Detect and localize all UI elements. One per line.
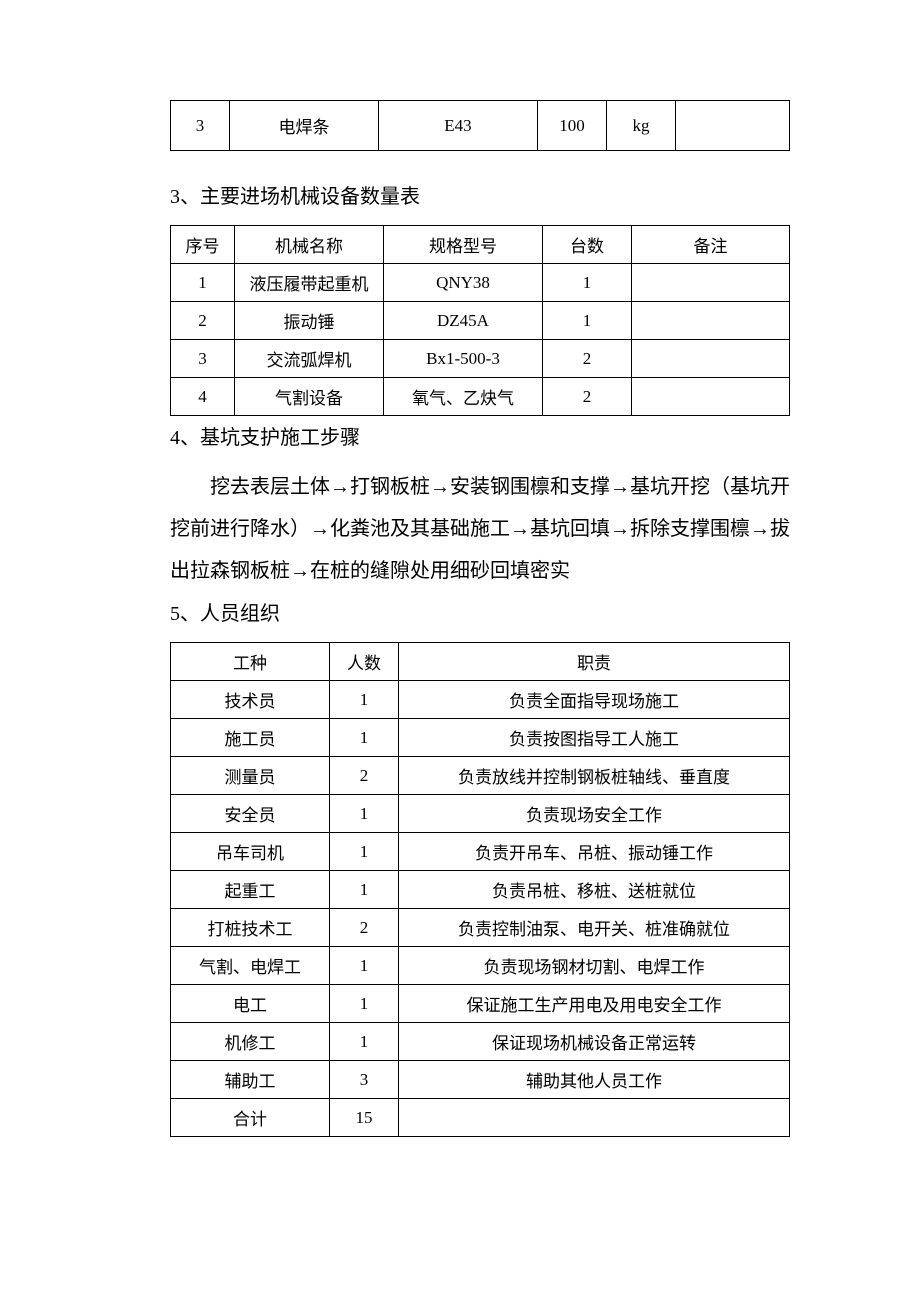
cell: 施工员 — [171, 719, 330, 757]
table-row: 辅助工3辅助其他人员工作 — [171, 1061, 790, 1099]
cell: 2 — [543, 378, 632, 416]
cell-unit: kg — [607, 101, 676, 151]
cell: 2 — [330, 909, 399, 947]
header-spec: 规格型号 — [384, 226, 543, 264]
cell: DZ45A — [384, 302, 543, 340]
cell: 辅助其他人员工作 — [399, 1061, 790, 1099]
table-row: 3 电焊条 E43 100 kg — [171, 101, 790, 151]
cell: 交流弧焊机 — [235, 340, 384, 378]
table-row: 4 气割设备 氧气、乙炔气 2 — [171, 378, 790, 416]
cell: 3 — [330, 1061, 399, 1099]
cell — [632, 302, 790, 340]
steps-body-text: 挖去表层土体→打钢板桩→安装钢围檩和支撑→基坑开挖（基坑开挖前进行降水）→化粪池… — [170, 466, 790, 592]
cell — [632, 264, 790, 302]
equipment-table: 序号 机械名称 规格型号 台数 备注 1 液压履带起重机 QNY38 1 2 振… — [170, 225, 790, 416]
cell: 振动锤 — [235, 302, 384, 340]
cell: 负责现场钢材切割、电焊工作 — [399, 947, 790, 985]
header-num: 序号 — [171, 226, 235, 264]
header-name: 机械名称 — [235, 226, 384, 264]
table-row: 电工1保证施工生产用电及用电安全工作 — [171, 985, 790, 1023]
table-row: 吊车司机1负责开吊车、吊桩、振动锤工作 — [171, 833, 790, 871]
cell — [632, 378, 790, 416]
table-row: 1 液压履带起重机 QNY38 1 — [171, 264, 790, 302]
personnel-table: 工种 人数 职责 技术员1负责全面指导现场施工 施工员1负责按图指导工人施工 测… — [170, 642, 790, 1137]
cell: 技术员 — [171, 681, 330, 719]
cell: 1 — [330, 1023, 399, 1061]
document-page: 3 电焊条 E43 100 kg 3、主要进场机械设备数量表 序号 机械名称 规… — [0, 0, 920, 1302]
table-row: 安全员1负责现场安全工作 — [171, 795, 790, 833]
cell: 1 — [330, 795, 399, 833]
cell: 2 — [543, 340, 632, 378]
cell-spec: E43 — [379, 101, 538, 151]
materials-table-fragment: 3 电焊条 E43 100 kg — [170, 100, 790, 151]
cell: 机修工 — [171, 1023, 330, 1061]
cell: 起重工 — [171, 871, 330, 909]
cell: 氧气、乙炔气 — [384, 378, 543, 416]
cell: 1 — [330, 681, 399, 719]
section-heading-equipment: 3、主要进场机械设备数量表 — [170, 179, 790, 215]
table-row: 起重工1负责吊桩、移桩、送桩就位 — [171, 871, 790, 909]
cell: 1 — [330, 833, 399, 871]
cell: 15 — [330, 1099, 399, 1137]
cell: 3 — [171, 340, 235, 378]
cell: 1 — [330, 871, 399, 909]
cell: 气割设备 — [235, 378, 384, 416]
cell — [632, 340, 790, 378]
table-header-row: 工种 人数 职责 — [171, 643, 790, 681]
cell: 1 — [543, 264, 632, 302]
header-role: 工种 — [171, 643, 330, 681]
header-note: 备注 — [632, 226, 790, 264]
cell: 负责全面指导现场施工 — [399, 681, 790, 719]
cell: 液压履带起重机 — [235, 264, 384, 302]
cell: 负责开吊车、吊桩、振动锤工作 — [399, 833, 790, 871]
cell: 保证施工生产用电及用电安全工作 — [399, 985, 790, 1023]
table-header-row: 序号 机械名称 规格型号 台数 备注 — [171, 226, 790, 264]
cell: 1 — [330, 985, 399, 1023]
header-qty: 台数 — [543, 226, 632, 264]
cell: 测量员 — [171, 757, 330, 795]
table-row: 测量员2负责放线并控制钢板桩轴线、垂直度 — [171, 757, 790, 795]
table-row: 打桩技术工2负责控制油泵、电开关、桩准确就位 — [171, 909, 790, 947]
cell: 打桩技术工 — [171, 909, 330, 947]
cell: Bx1-500-3 — [384, 340, 543, 378]
cell: 1 — [330, 719, 399, 757]
cell: 负责放线并控制钢板桩轴线、垂直度 — [399, 757, 790, 795]
table-row: 施工员1负责按图指导工人施工 — [171, 719, 790, 757]
cell: 负责控制油泵、电开关、桩准确就位 — [399, 909, 790, 947]
table-row: 机修工1保证现场机械设备正常运转 — [171, 1023, 790, 1061]
table-row: 3 交流弧焊机 Bx1-500-3 2 — [171, 340, 790, 378]
cell: 电工 — [171, 985, 330, 1023]
cell: 负责现场安全工作 — [399, 795, 790, 833]
cell-num: 3 — [171, 101, 230, 151]
header-duty: 职责 — [399, 643, 790, 681]
cell: 2 — [171, 302, 235, 340]
cell-note — [676, 101, 790, 151]
section-heading-personnel: 5、人员组织 — [170, 596, 790, 632]
cell: 辅助工 — [171, 1061, 330, 1099]
cell: 负责按图指导工人施工 — [399, 719, 790, 757]
cell: 气割、电焊工 — [171, 947, 330, 985]
cell: 吊车司机 — [171, 833, 330, 871]
cell: 负责吊桩、移桩、送桩就位 — [399, 871, 790, 909]
table-row: 合计15 — [171, 1099, 790, 1137]
section-heading-steps: 4、基坑支护施工步骤 — [170, 420, 790, 456]
cell — [399, 1099, 790, 1137]
cell: 1 — [543, 302, 632, 340]
cell: 保证现场机械设备正常运转 — [399, 1023, 790, 1061]
cell-name: 电焊条 — [230, 101, 379, 151]
table-row: 2 振动锤 DZ45A 1 — [171, 302, 790, 340]
cell-qty: 100 — [538, 101, 607, 151]
table-row: 技术员1负责全面指导现场施工 — [171, 681, 790, 719]
table-row: 气割、电焊工1负责现场钢材切割、电焊工作 — [171, 947, 790, 985]
cell: 1 — [330, 947, 399, 985]
cell: 1 — [171, 264, 235, 302]
cell: 安全员 — [171, 795, 330, 833]
cell: QNY38 — [384, 264, 543, 302]
cell: 2 — [330, 757, 399, 795]
header-count: 人数 — [330, 643, 399, 681]
cell: 4 — [171, 378, 235, 416]
cell: 合计 — [171, 1099, 330, 1137]
